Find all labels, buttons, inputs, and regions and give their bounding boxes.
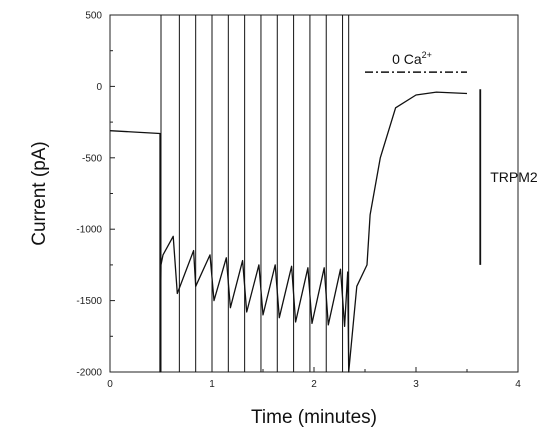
x-tick-label: 1	[209, 379, 215, 390]
y-tick-label: -1500	[76, 296, 102, 307]
y-axis-label: Current (pA)	[29, 141, 50, 246]
x-tick-label: 4	[515, 379, 521, 390]
current-trace-line	[109, 91, 468, 373]
zero-calcium-label: 0 Ca2+	[392, 50, 432, 67]
annotations: 0 Ca2+ TRPM2	[365, 50, 538, 265]
y-tick-label: 0	[96, 82, 102, 93]
zero-calcium-text: 0 Ca	[392, 51, 422, 67]
x-tick-label: 3	[413, 379, 419, 390]
y-tick-label: 500	[85, 11, 102, 22]
axes	[109, 14, 519, 373]
zero-calcium-superscript: 2+	[422, 50, 432, 60]
trpm2-label: TRPM2	[490, 169, 538, 185]
y-tick-label: -2000	[76, 368, 102, 379]
plot-frame	[109, 14, 519, 373]
current-trace	[109, 15, 468, 373]
x-tick-label: 2	[311, 379, 317, 390]
x-axis-label: Time (minutes)	[251, 407, 377, 428]
ticks: 0 1 2 3 4 500 0 -500 -1000 -1500 -2000	[76, 11, 521, 391]
x-tick-label: 0	[107, 379, 113, 390]
y-tick-label: -500	[82, 153, 102, 164]
y-tick-label: -1000	[76, 225, 102, 236]
